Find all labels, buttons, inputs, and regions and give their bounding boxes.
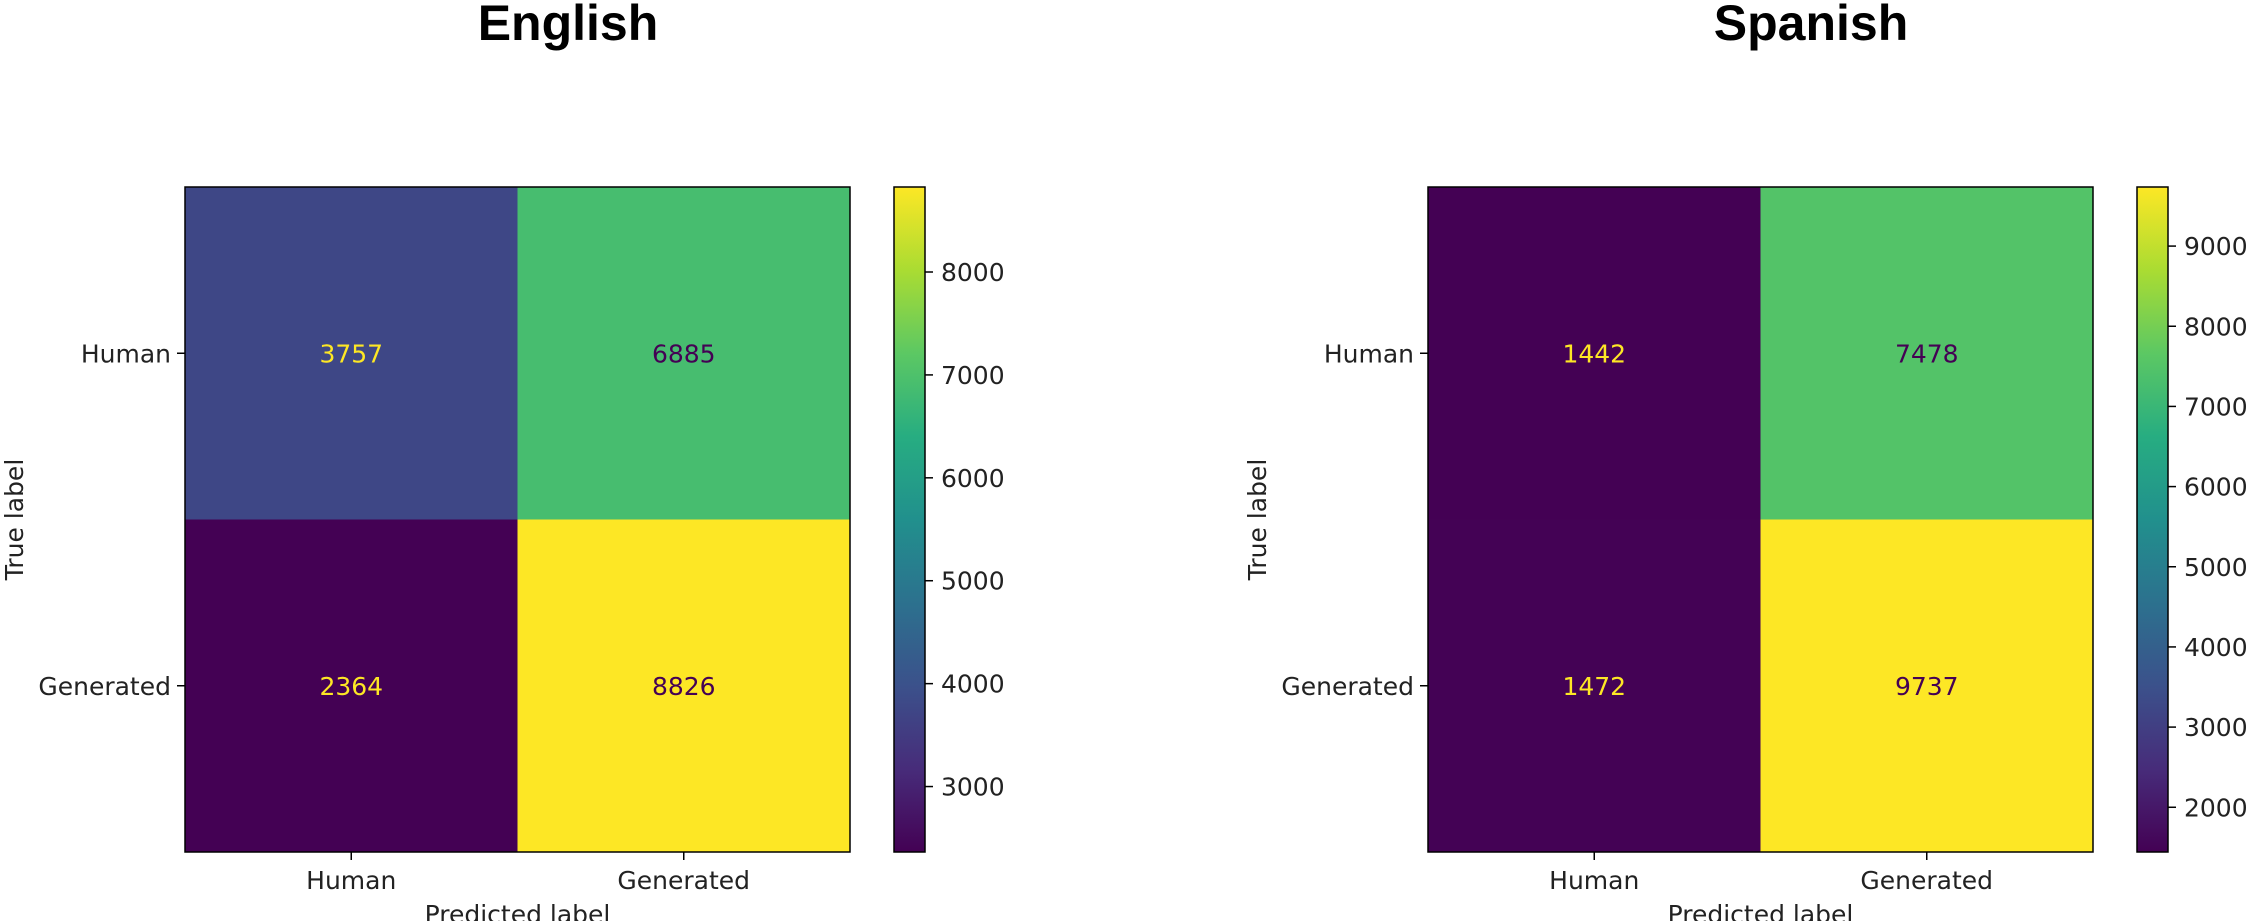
matrix-cell xyxy=(1428,519,1761,852)
y-axis-label: True label xyxy=(1243,459,1272,582)
matrix-cell xyxy=(517,519,850,852)
y-tick-label: Generated xyxy=(38,672,171,701)
colorbar-tick-label: 5000 xyxy=(941,567,1005,596)
colorbar-gradient xyxy=(2137,187,2168,852)
cell-value: 9737 xyxy=(1895,672,1959,701)
colorbar-tick-label: 8000 xyxy=(941,258,1005,287)
cell-value: 7478 xyxy=(1895,339,1959,368)
y-tick-label: Human xyxy=(1324,339,1414,368)
chart-title: Spanish xyxy=(1714,0,1908,51)
colorbar-tick-label: 7000 xyxy=(941,361,1005,390)
matrix-cell xyxy=(1760,519,2093,852)
colorbar-frame xyxy=(2136,186,2169,853)
plot-frame xyxy=(1427,186,2094,853)
x-axis-label: Predicted label xyxy=(425,900,611,921)
cell-value: 2364 xyxy=(319,672,383,701)
cell-value: 1442 xyxy=(1562,339,1626,368)
plot-frame xyxy=(184,186,851,853)
cell-value: 1472 xyxy=(1562,672,1626,701)
matrix-cell xyxy=(1760,187,2093,520)
matrix-cell xyxy=(185,187,518,520)
colorbar-tick-label: 2000 xyxy=(2184,793,2248,822)
colorbar-tick-label: 8000 xyxy=(2184,312,2248,341)
y-axis-label: True label xyxy=(0,459,29,582)
colorbar-tick-label: 5000 xyxy=(2184,553,2248,582)
colorbar-tick-label: 3000 xyxy=(941,773,1005,802)
colorbar-frame xyxy=(893,186,926,853)
x-tick-label: Human xyxy=(306,866,396,895)
colorbar-tick-label: 4000 xyxy=(941,670,1005,699)
y-tick-label: Human xyxy=(81,339,171,368)
colorbar-gradient xyxy=(894,187,925,852)
cell-value: 6885 xyxy=(652,339,716,368)
colorbar-tick-label: 6000 xyxy=(941,464,1005,493)
x-tick-label: Human xyxy=(1549,866,1639,895)
x-axis-label: Predicted label xyxy=(1668,900,1854,921)
y-tick-label: Generated xyxy=(1281,672,1414,701)
colorbar-tick-label: 6000 xyxy=(2184,473,2248,502)
matrix-cell xyxy=(1428,187,1761,520)
colorbar-tick-label: 3000 xyxy=(2184,713,2248,742)
colorbar-tick-label: 4000 xyxy=(2184,633,2248,662)
colorbar-tick-label: 9000 xyxy=(2184,232,2248,261)
chart-title: English xyxy=(478,0,659,51)
colorbar-tick-label: 7000 xyxy=(2184,392,2248,421)
matrix-cell xyxy=(185,519,518,852)
confusion-matrix-english: English 3757 6885 2364 8826 Human Generated Hum… xyxy=(0,0,1005,921)
cell-value: 8826 xyxy=(652,672,716,701)
confusion-matrix-spanish: Spanish 1442 7478 1472 9737 Human Generated Hum… xyxy=(1243,0,2248,921)
x-tick-label: Generated xyxy=(1860,866,1993,895)
matrix-cell xyxy=(517,187,850,520)
x-tick-label: Generated xyxy=(617,866,750,895)
cell-value: 3757 xyxy=(319,339,383,368)
